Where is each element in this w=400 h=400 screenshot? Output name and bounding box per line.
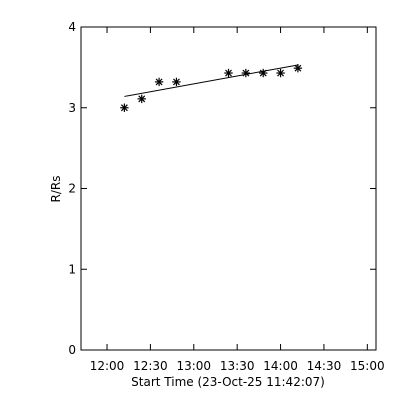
data-point-stroke [172,78,180,86]
data-point [154,77,164,87]
y-tick-label: 2 [68,182,76,196]
x-tick-label: 12:00 [90,359,125,373]
data-point-stroke [242,69,250,77]
data-point [137,94,146,104]
data-point [241,68,251,78]
data-point [172,77,181,87]
data-point-stroke [120,104,128,112]
data-point [293,63,303,73]
x-axis-ticks [106,27,368,350]
x-tick-label: 14:30 [307,359,342,373]
data-point-stroke [138,95,146,103]
x-tick-label: 15:00 [350,359,385,373]
data-point-stroke [259,69,267,77]
x-axis-label: Start Time (23-Oct-25 11:42:07) [131,375,325,389]
x-axis-tick-labels: 12:00 12:30 13:00 13:30 14:00 14:30 15:00 [90,359,385,373]
data-point-stroke [277,69,285,77]
y-tick-label: 3 [68,101,76,115]
y-axis-label: R/Rs [49,176,63,203]
x-tick-label: 12:30 [133,359,168,373]
y-tick-label: 0 [68,343,76,357]
y-tick-label: 1 [68,262,76,276]
y-axis-ticks [81,26,376,351]
y-tick-label: 4 [68,20,76,34]
data-point [259,68,268,78]
fit-line [124,64,299,97]
data-point-stroke [294,64,302,72]
y-axis-tick-labels: 0 1 2 3 4 [68,20,76,357]
data-point [224,68,233,78]
data-point [276,68,285,78]
data-point-stroke [155,78,163,86]
x-tick-label: 14:00 [263,359,298,373]
data-point [120,103,129,112]
x-tick-label: 13:00 [176,359,211,373]
data-point-stroke [225,69,232,77]
x-tick-label: 13:30 [220,359,255,373]
data-points [120,63,303,112]
